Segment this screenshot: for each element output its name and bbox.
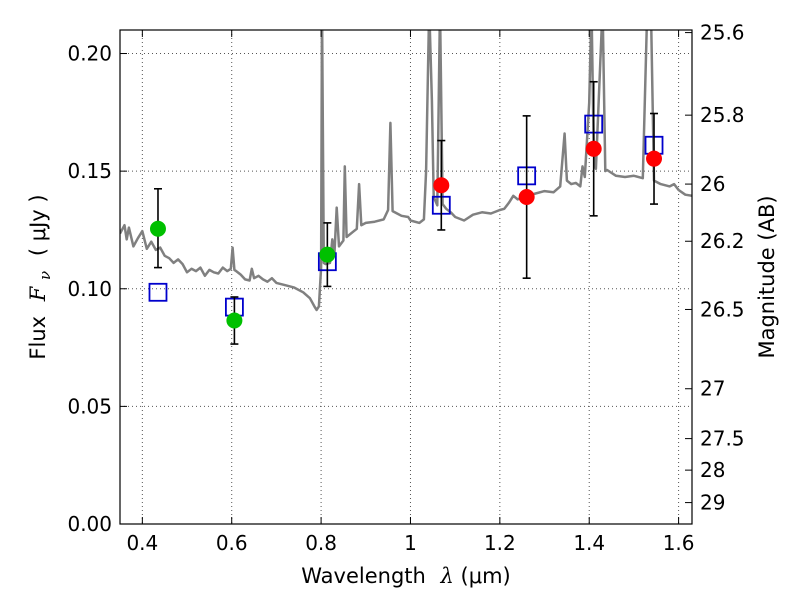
x-tick-label: 0.6	[216, 531, 248, 555]
y2-axis-title: Magnitude (AB)	[755, 195, 779, 358]
y2-tick-label: 29	[700, 491, 725, 515]
x-tick-label: 1	[404, 531, 417, 555]
x-tick-label: 0.8	[305, 531, 337, 555]
y-tick-label: 0.10	[67, 277, 112, 301]
x-axis-title-prefix: Wavelength	[301, 564, 426, 588]
y-axis: 0.00 0.05 0.10 0.15 0.20	[67, 42, 127, 536]
red-data-point	[646, 150, 663, 167]
x-tick-label: 1.2	[484, 531, 516, 555]
y2-tick-label: 26	[700, 172, 725, 196]
y-axis-title-subscript: ν	[36, 271, 54, 280]
y2-tick-label: 27	[700, 377, 725, 401]
y-axis-title-prefix: Flux	[26, 316, 50, 360]
model-spectrum	[120, 30, 692, 312]
y2-tick-label: 26.2	[700, 229, 745, 253]
x-tick-label: 1.4	[573, 531, 605, 555]
y2-tick-label: 25.6	[700, 21, 745, 45]
red-data-point	[433, 177, 450, 194]
green-data-point	[149, 220, 166, 237]
y-tick-label: 0.15	[67, 159, 112, 183]
x-axis-title-symbol: λ	[440, 564, 454, 588]
photometry-points	[148, 80, 664, 345]
x-tick-label: 1.6	[663, 531, 695, 555]
y-tick-label: 0.05	[67, 394, 112, 418]
y-axis-title: Flux F ν ( μJy )	[26, 194, 55, 359]
y2-tick-label: 27.5	[700, 427, 745, 451]
x-axis: 0.4 0.6 0.8 1 1.2 1.4 1.6	[126, 30, 695, 555]
model-band-square	[148, 282, 168, 302]
y2-axis: 25.6 25.8 26 26.2 26.5 27 27.5 28 29	[685, 21, 745, 515]
green-data-point	[319, 246, 336, 263]
y-axis-title-symbol: F	[26, 285, 50, 302]
plot-frame	[119, 29, 693, 525]
y-tick-label: 0.20	[67, 42, 112, 66]
y2-tick-label: 28	[700, 458, 725, 482]
y-axis-title-unit: ( μJy )	[26, 194, 50, 256]
model-spectrum-line	[120, 30, 692, 312]
x-tick-label: 0.4	[126, 531, 158, 555]
x-axis-title: Wavelength λ (μm)	[301, 564, 510, 588]
y2-tick-label: 26.5	[700, 297, 745, 321]
x-axis-title-unit: (μm)	[461, 564, 511, 588]
grid-lines	[120, 30, 692, 524]
y2-tick-label: 25.8	[700, 103, 745, 127]
y-tick-label: 0.00	[67, 512, 112, 536]
red-data-point	[518, 189, 535, 206]
red-data-point	[585, 140, 602, 157]
green-data-point	[226, 312, 243, 329]
